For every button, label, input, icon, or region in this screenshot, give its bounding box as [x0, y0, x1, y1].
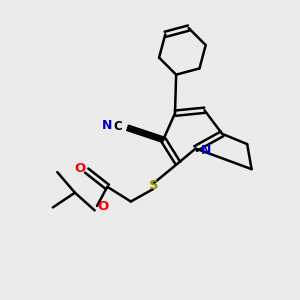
Text: N: N [102, 119, 112, 132]
Text: S: S [149, 178, 158, 191]
Text: O: O [75, 162, 86, 175]
Text: C: C [113, 120, 122, 133]
Text: O: O [98, 200, 109, 213]
Text: N: N [201, 144, 211, 158]
